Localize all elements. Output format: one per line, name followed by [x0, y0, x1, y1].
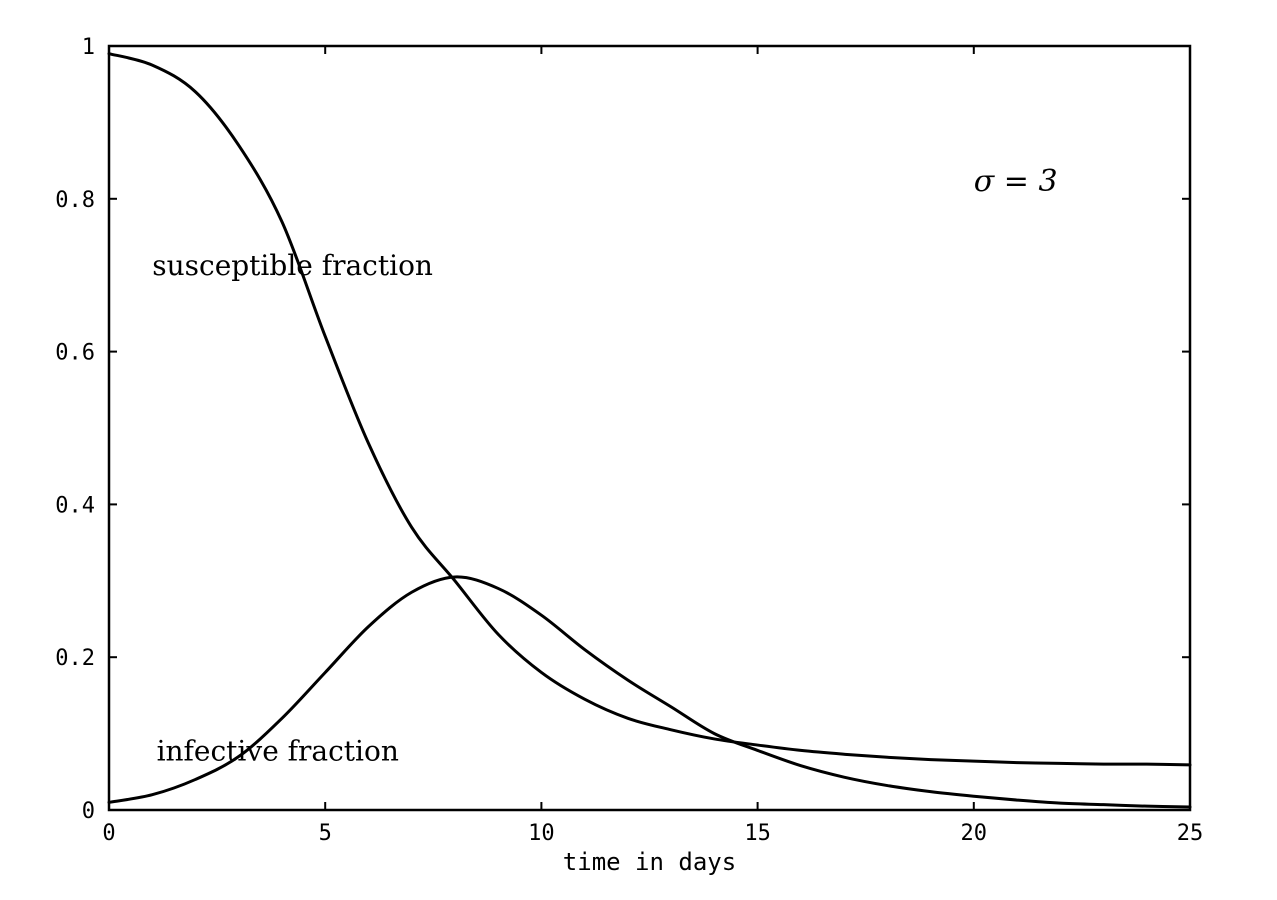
infective-annotation: infective fraction: [157, 734, 399, 767]
sigma-annotation: σ = 3: [974, 164, 1058, 199]
x-tick-label: 5: [319, 821, 332, 846]
x-tick-label: 10: [528, 821, 555, 846]
y-tick-label: 0.4: [55, 493, 95, 518]
infective-series-line: [107, 575, 1192, 809]
plot-frame: [107, 44, 1192, 812]
tick-layer: 0 5 10 15 20 25 0 0.2 0.4 0.6 0.8 1: [55, 35, 1203, 846]
y-tick-label: 1: [82, 35, 95, 60]
x-tick-label: 25: [1177, 821, 1204, 846]
series-layer: [107, 52, 1192, 809]
susceptible-series-line: [107, 52, 1192, 767]
y-tick-label: 0.6: [55, 341, 95, 366]
x-tick-label: 0: [102, 821, 115, 846]
x-tick-label: 15: [744, 821, 771, 846]
annotation-layer: susceptible fraction infective fraction σ …: [152, 164, 1057, 767]
y-tick-label: 0.8: [55, 188, 95, 213]
susceptible-annotation: susceptible fraction: [152, 249, 433, 282]
y-tick-label: 0: [82, 799, 95, 824]
x-tick-label: 20: [961, 821, 988, 846]
x-axis-title: time in days: [563, 848, 736, 876]
y-tick-label: 0.2: [55, 646, 95, 671]
